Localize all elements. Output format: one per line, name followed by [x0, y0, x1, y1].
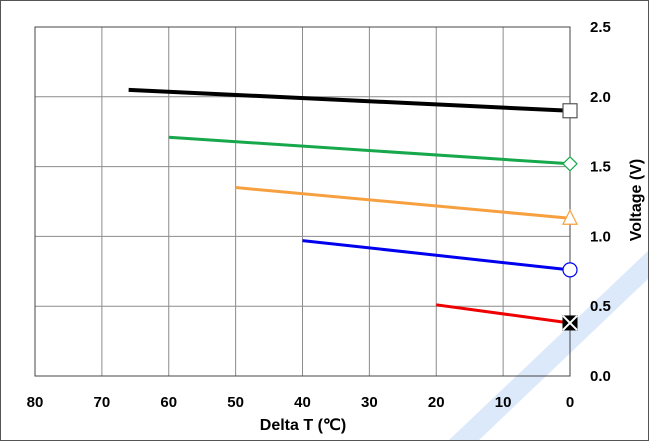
y-tick-label-0: 0.0: [590, 368, 611, 385]
series-marker-2: [562, 208, 578, 225]
series-marker-3: [562, 262, 578, 278]
x-tick-label-5: 30: [361, 394, 378, 411]
y-tick-label-1: 0.5: [590, 298, 611, 315]
x-tick-label-6: 20: [428, 394, 445, 411]
x-tick-label-7: 10: [495, 394, 512, 411]
y-axis-title: Voltage (V): [628, 159, 645, 241]
x-axis-title: Delta T (℃): [260, 417, 346, 434]
series-marker-1: [562, 155, 578, 172]
series-line-1: [168, 135, 571, 166]
marker-group: [562, 103, 578, 331]
y-tick-label-4: 2.0: [590, 89, 611, 106]
x-tick-label-4: 40: [294, 394, 311, 411]
series-group: [128, 87, 571, 325]
x-tick-label-2: 60: [160, 394, 177, 411]
y-tick-label-5: 2.5: [590, 19, 611, 36]
series-line-0: [128, 87, 571, 113]
x-tick-label-8: 0: [566, 394, 574, 411]
x-tick-label-1: 70: [94, 394, 111, 411]
series-marker-4: [562, 315, 578, 331]
x-tick-label-0: 80: [27, 394, 44, 411]
y-tick-label-2: 1.0: [590, 228, 611, 245]
series-marker-0: [562, 103, 578, 119]
diagonal-band: [448, 250, 649, 441]
series-line-4: [436, 303, 571, 325]
y-tick-label-3: 1.5: [590, 159, 611, 176]
background-decoration: [448, 250, 649, 441]
series-line-3: [302, 239, 571, 272]
series-marker-4-cross-b: [562, 315, 578, 331]
plot-frame: [34, 26, 571, 377]
x-tick-label-3: 50: [227, 394, 244, 411]
tick-labels: 80 70 60 50 40 30 20 10 0 0.0 0.5 1.0 1.5 2.0 2.5: [27, 19, 611, 411]
series-line-2: [235, 186, 571, 220]
